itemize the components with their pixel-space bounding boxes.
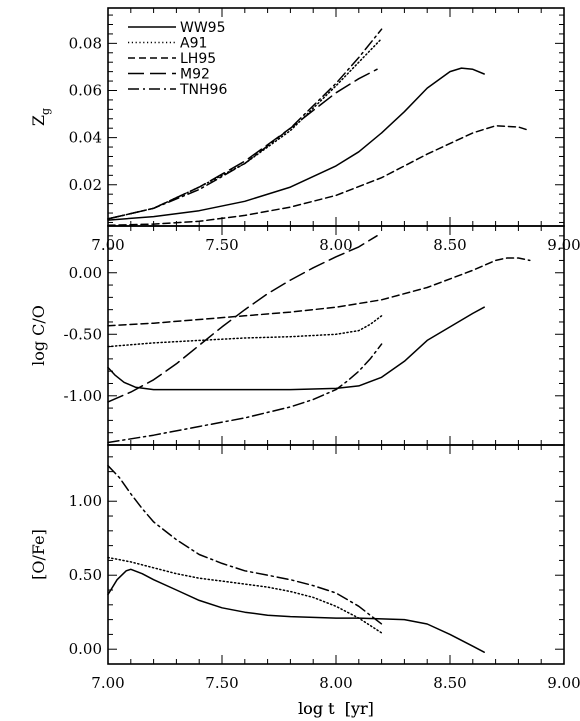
- y-axis-label: Zg: [29, 108, 52, 126]
- x-tick-label: 9.00: [547, 674, 580, 692]
- y-tick-label: 0.00: [69, 264, 102, 282]
- series-line-tnh96: [107, 28, 383, 220]
- panel-2: -1.00 -0.50 0.00 log C/O: [29, 225, 565, 446]
- panel-frame: [107, 225, 565, 446]
- series-line-tnh96: [107, 343, 383, 444]
- series-line-ww95: [107, 67, 485, 221]
- y-tick-label: 0.06: [69, 81, 102, 99]
- x-axis-label: log t [yr]: [298, 699, 374, 718]
- x-tick-label: 8.00: [319, 674, 352, 692]
- series-line-a91: [107, 315, 383, 348]
- y-tick-label: -1.00: [64, 387, 102, 405]
- series-line-a91: [107, 37, 383, 220]
- series-line-a91: [107, 556, 383, 634]
- x-tick-label: 7.50: [205, 674, 238, 692]
- x-axis-label: log t [yr]: [298, 699, 374, 718]
- y-tick-label: 0.02: [69, 176, 102, 194]
- legend-label: A91: [180, 36, 207, 52]
- series-line-ww95: [107, 306, 485, 391]
- x-tick-label: 7.00: [91, 674, 124, 692]
- legend-label: TNH96: [179, 82, 227, 98]
- y-tick-label: -0.50: [64, 325, 102, 343]
- panel-frame: [107, 444, 565, 665]
- y-tick-label: 0.50: [69, 566, 102, 584]
- series-line-ww95: [107, 568, 485, 653]
- legend-label: WW95: [180, 20, 226, 36]
- series-line-lh95: [107, 257, 531, 327]
- x-tick-label: 8.50: [433, 236, 466, 254]
- series-line-m92: [107, 68, 378, 220]
- panel-frame: [107, 7, 565, 227]
- x-tick-label: 7.50: [205, 236, 238, 254]
- legend-label: M92: [180, 67, 210, 83]
- x-tick-label: 8.50: [433, 674, 466, 692]
- x-tick-label: 8.00: [319, 236, 352, 254]
- y-axis-label: log C/O: [29, 305, 48, 366]
- series-line-tnh96: [107, 464, 383, 625]
- y-tick-label: 1.00: [69, 492, 102, 510]
- legend-label: LH95: [180, 51, 216, 67]
- series-line-lh95: [107, 125, 531, 227]
- panel-3: 0.00 0.50 1.00 [O/Fe] 7.00 7.50 8.00 8.50 9.00 lo…: [29, 444, 580, 718]
- y-tick-label: 0.00: [69, 640, 102, 658]
- y-tick-label: 0.04: [69, 129, 102, 147]
- series-line-m92: [107, 235, 378, 403]
- y-axis-label: [O/Fe]: [29, 529, 48, 580]
- y-tick-label: 0.08: [69, 34, 102, 52]
